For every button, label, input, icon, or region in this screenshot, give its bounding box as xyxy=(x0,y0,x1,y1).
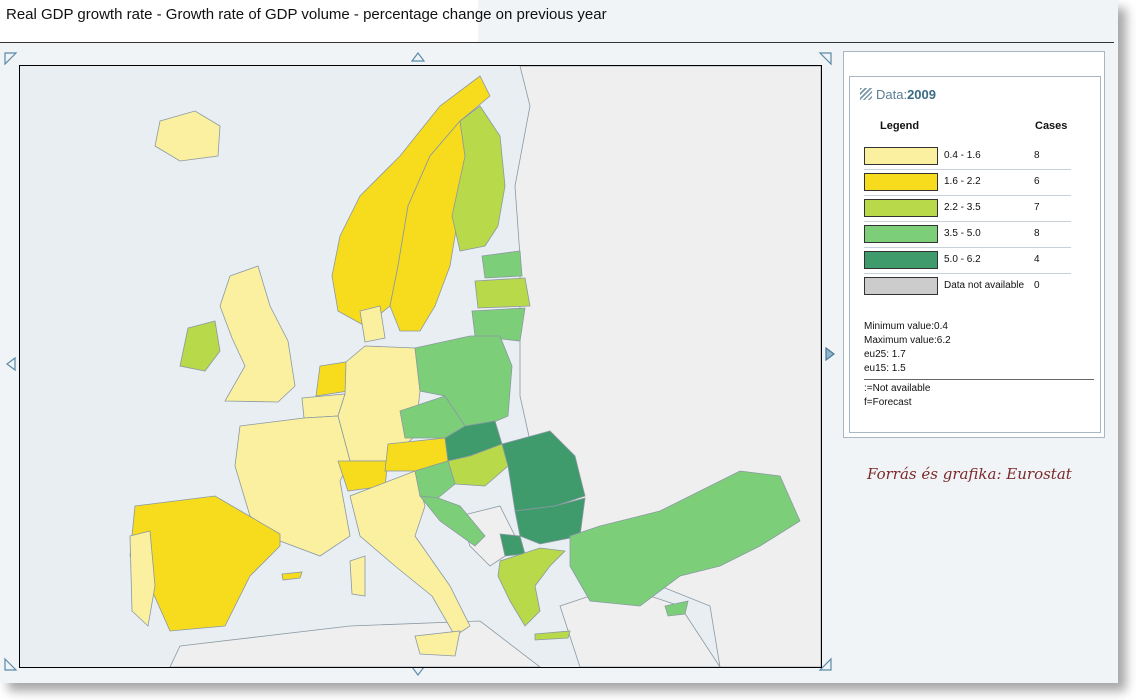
pan-north-icon[interactable] xyxy=(411,50,425,64)
legend-header: Legend xyxy=(880,120,920,132)
legend-row: 1.6 - 2.2 6 xyxy=(864,169,1071,196)
legend-range-label: 0.4 - 1.6 xyxy=(944,150,981,161)
cases-header: Cases xyxy=(1035,120,1068,132)
pan-southwest-icon[interactable] xyxy=(4,657,18,671)
title-bar xyxy=(0,0,478,42)
legend-box: Data:2009 Legend Cases 0.4 - 1.6 8 1.6 -… xyxy=(849,76,1101,433)
portugal xyxy=(129,530,156,627)
report-frame: Real GDP growth rate - Growth rate of GD… xyxy=(0,0,1118,683)
turkey xyxy=(569,470,801,607)
legend-swatch xyxy=(864,199,938,217)
data-label: Data: xyxy=(876,87,908,102)
data-year-label: Data:2009 xyxy=(860,87,936,102)
note-not-available: :=Not available xyxy=(864,383,931,394)
map-canvas xyxy=(20,66,821,667)
finland xyxy=(451,105,506,252)
sicily xyxy=(414,630,461,657)
united-kingdom xyxy=(219,265,296,403)
france xyxy=(234,415,351,557)
legend-case-count: 8 xyxy=(1034,228,1040,239)
pan-east-icon[interactable] xyxy=(823,347,837,361)
legend-case-count: 4 xyxy=(1034,254,1040,265)
croatia xyxy=(419,495,486,547)
legend-row: 5.0 - 6.2 4 xyxy=(864,247,1071,274)
legend-range-label: Data not available xyxy=(944,280,1025,291)
legend-row: 0.4 - 1.6 8 xyxy=(864,143,1071,170)
legend-case-count: 0 xyxy=(1034,280,1040,291)
minimum-value: Minimum value:0.4 xyxy=(864,321,948,332)
source-credit: Forrás és grafika: Eurostat xyxy=(867,465,1072,483)
legend-row: Data not available 0 xyxy=(864,273,1071,299)
sardinia xyxy=(349,555,366,597)
legend-range-label: 3.5 - 5.0 xyxy=(944,228,981,239)
ireland xyxy=(179,320,221,372)
legend-swatch xyxy=(864,173,938,191)
lithuania xyxy=(471,307,526,342)
legend-range-label: 1.6 - 2.2 xyxy=(944,176,981,187)
pan-northwest-icon[interactable] xyxy=(4,52,18,66)
netherlands xyxy=(315,361,349,397)
legend-swatch xyxy=(864,147,938,165)
greece xyxy=(497,547,566,627)
slovenia xyxy=(414,460,456,499)
legend-swatch xyxy=(864,225,938,243)
legend-range-label: 2.2 - 3.5 xyxy=(944,202,981,213)
legend-row: 3.5 - 5.0 8 xyxy=(864,221,1071,248)
data-icon xyxy=(860,88,872,100)
latvia xyxy=(474,277,531,309)
legend-swatch xyxy=(864,251,938,269)
maximum-value: Maximum value:6.2 xyxy=(864,335,951,346)
iceland xyxy=(154,110,221,162)
page-title: Real GDP growth rate - Growth rate of GD… xyxy=(6,6,607,23)
note-forecast: f=Forecast xyxy=(864,397,912,408)
legend-swatch xyxy=(864,277,938,295)
denmark xyxy=(359,305,386,343)
legend-panel: Data:2009 Legend Cases 0.4 - 1.6 8 1.6 -… xyxy=(843,51,1105,438)
legend-case-count: 6 xyxy=(1034,176,1040,187)
europe-choropleth-map[interactable] xyxy=(19,65,822,668)
legend-range-label: 5.0 - 6.2 xyxy=(944,254,981,265)
sweden xyxy=(389,120,466,332)
title-divider xyxy=(0,42,1114,43)
data-year: 2009 xyxy=(907,87,936,102)
estonia xyxy=(481,250,523,279)
pan-southeast-icon[interactable] xyxy=(818,657,832,671)
balearic-islands xyxy=(281,571,303,581)
legend-row: 2.2 - 3.5 7 xyxy=(864,195,1071,222)
cyprus xyxy=(664,600,689,617)
crete xyxy=(534,630,571,641)
legend-case-count: 7 xyxy=(1034,202,1040,213)
eu15-value: eu15: 1.5 xyxy=(864,363,906,374)
pan-northeast-icon[interactable] xyxy=(818,52,832,66)
legend-case-count: 8 xyxy=(1034,150,1040,161)
eu25-value: eu25: 1.7 xyxy=(864,349,906,360)
pan-west-icon[interactable] xyxy=(4,357,18,371)
stats-divider xyxy=(864,379,1094,380)
romania xyxy=(501,430,586,512)
